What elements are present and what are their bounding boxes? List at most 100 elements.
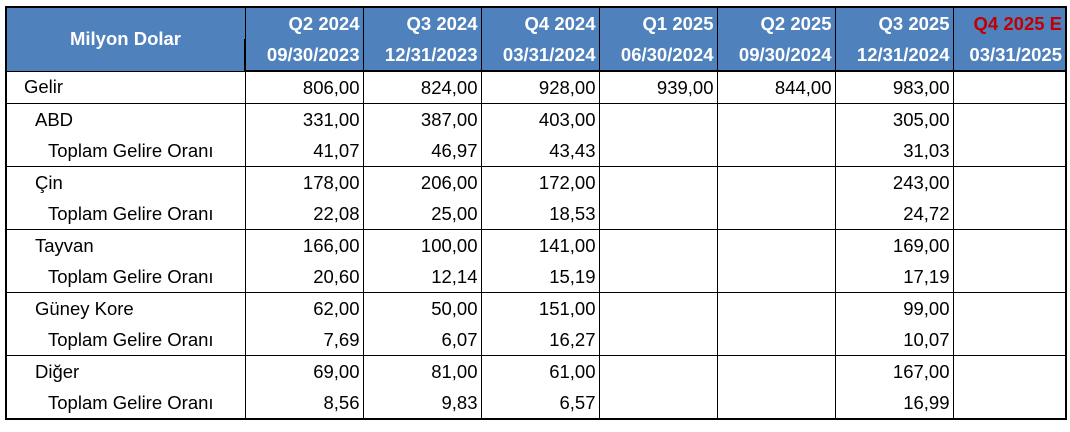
- value-cell: 305,00: [834, 103, 953, 135]
- value-cell: [598, 292, 717, 324]
- column-header-quarter: Q1 2025: [598, 6, 717, 39]
- column-header-date: 03/31/2025: [952, 39, 1067, 72]
- value-cell: 99,00: [834, 292, 953, 324]
- value-cell: [952, 292, 1067, 324]
- row-label-cell: Toplam Gelire Oranı: [5, 261, 245, 293]
- value-cell: [716, 292, 835, 324]
- table-row: Toplam Gelire Oranı 20,60 12,14 15,19 17,19: [5, 261, 1067, 293]
- value-cell: [598, 103, 717, 135]
- value-cell: 43,43: [480, 135, 599, 167]
- column-header-date: 06/30/2024: [598, 39, 717, 72]
- value-cell: [716, 229, 835, 261]
- row-label-cell: Toplam Gelire Oranı: [5, 324, 245, 356]
- value-cell: [952, 387, 1067, 420]
- value-cell: [598, 355, 717, 387]
- row-label-cell: Güney Kore: [5, 292, 245, 324]
- column-header-date: 09/30/2023: [244, 39, 363, 72]
- value-cell: 24,72: [834, 198, 953, 230]
- row-label-cell: Toplam Gelire Oranı: [5, 387, 245, 420]
- row-label: Diğer: [35, 360, 80, 382]
- value-cell: 8,56: [244, 387, 363, 420]
- column-header-date: 12/31/2024: [834, 39, 953, 72]
- row-label-cell: Gelir: [5, 70, 245, 104]
- value-cell: 6,07: [362, 324, 481, 356]
- value-cell: [716, 135, 835, 167]
- value-cell: [952, 261, 1067, 293]
- value-cell: 31,03: [834, 135, 953, 167]
- column-header-date: 12/31/2023: [362, 39, 481, 72]
- value-cell: 928,00: [480, 70, 599, 104]
- table-header: Milyon Dolar Q2 2024 Q3 2024 Q4 2024 Q1 202…: [5, 6, 1067, 72]
- column-header-quarter: Q3 2025: [834, 6, 953, 39]
- column-header-quarter: Q3 2024: [362, 6, 481, 39]
- header-date-row: 09/30/2023 12/31/2023 03/31/2024 06/30/2024…: [6, 39, 1067, 72]
- value-cell: 62,00: [244, 292, 363, 324]
- value-cell: 69,00: [244, 355, 363, 387]
- value-cell: 178,00: [244, 166, 363, 198]
- value-cell: [952, 229, 1067, 261]
- value-cell: 15,19: [480, 261, 599, 293]
- value-cell: [716, 324, 835, 356]
- value-cell: [952, 166, 1067, 198]
- value-cell: 16,27: [480, 324, 599, 356]
- value-cell: 46,97: [362, 135, 481, 167]
- row-label-cell: Diğer: [5, 355, 245, 387]
- row-label-cell: Toplam Gelire Oranı: [5, 135, 245, 167]
- value-cell: 403,00: [480, 103, 599, 135]
- value-cell: [952, 103, 1067, 135]
- row-label: ABD: [35, 108, 74, 130]
- value-cell: 10,07: [834, 324, 953, 356]
- value-cell: 206,00: [362, 166, 481, 198]
- corner-header-label: Milyon Dolar: [5, 6, 245, 71]
- row-label-cell: ABD: [5, 103, 245, 135]
- value-cell: 18,53: [480, 198, 599, 230]
- value-cell: 844,00: [716, 70, 835, 104]
- value-cell: 939,00: [598, 70, 717, 104]
- value-cell: 25,00: [362, 198, 481, 230]
- row-label: Gelir: [24, 76, 64, 98]
- value-cell: 983,00: [834, 70, 953, 104]
- table-row: Toplam Gelire Oranı 22,08 25,00 18,53 24,72: [5, 198, 1067, 230]
- table-row: Güney Kore 62,00 50,00 151,00 99,00: [5, 292, 1067, 324]
- value-cell: [598, 198, 717, 230]
- value-cell: 20,60: [244, 261, 363, 293]
- value-cell: [952, 324, 1067, 356]
- table-row: Çin 178,00 206,00 172,00 243,00: [5, 166, 1067, 198]
- revenue-table-container: Milyon Dolar Q2 2024 Q3 2024 Q4 2024 Q1 202…: [5, 6, 1067, 420]
- table-row: Gelir 806,00 824,00 928,00 939,00 844,00 983,0…: [5, 70, 1067, 104]
- value-cell: [952, 198, 1067, 230]
- value-cell: [598, 135, 717, 167]
- value-cell: 243,00: [834, 166, 953, 198]
- table-body: Gelir 806,00 824,00 928,00 939,00 844,00 983,0…: [5, 70, 1067, 420]
- value-cell: 17,19: [834, 261, 953, 293]
- value-cell: 9,83: [362, 387, 481, 420]
- row-label: Toplam Gelire Oranı: [48, 265, 214, 287]
- value-cell: [598, 261, 717, 293]
- value-cell: [952, 355, 1067, 387]
- value-cell: 806,00: [244, 70, 363, 104]
- row-label-cell: Tayvan: [5, 229, 245, 261]
- table-row: Diğer 69,00 81,00 61,00 167,00: [5, 355, 1067, 387]
- table-row: Toplam Gelire Oranı 41,07 46,97 43,43 31,03: [5, 135, 1067, 167]
- value-cell: 22,08: [244, 198, 363, 230]
- value-cell: 169,00: [834, 229, 953, 261]
- column-header-quarter: Q2 2024: [244, 6, 363, 39]
- value-cell: 141,00: [480, 229, 599, 261]
- value-cell: 6,57: [480, 387, 599, 420]
- value-cell: 100,00: [362, 229, 481, 261]
- value-cell: 151,00: [480, 292, 599, 324]
- value-cell: [716, 387, 835, 420]
- row-label: Toplam Gelire Oranı: [48, 202, 214, 224]
- value-cell: [952, 135, 1067, 167]
- value-cell: 61,00: [480, 355, 599, 387]
- table-row: Toplam Gelire Oranı 8,56 9,83 6,57 16,99: [5, 387, 1067, 420]
- value-cell: [598, 166, 717, 198]
- value-cell: [716, 166, 835, 198]
- value-cell: 12,14: [362, 261, 481, 293]
- row-label: Çin: [35, 171, 63, 193]
- row-label: Tayvan: [35, 234, 94, 256]
- row-label: Toplam Gelire Oranı: [48, 391, 214, 413]
- value-cell: 41,07: [244, 135, 363, 167]
- value-cell: 331,00: [244, 103, 363, 135]
- value-cell: 16,99: [834, 387, 953, 420]
